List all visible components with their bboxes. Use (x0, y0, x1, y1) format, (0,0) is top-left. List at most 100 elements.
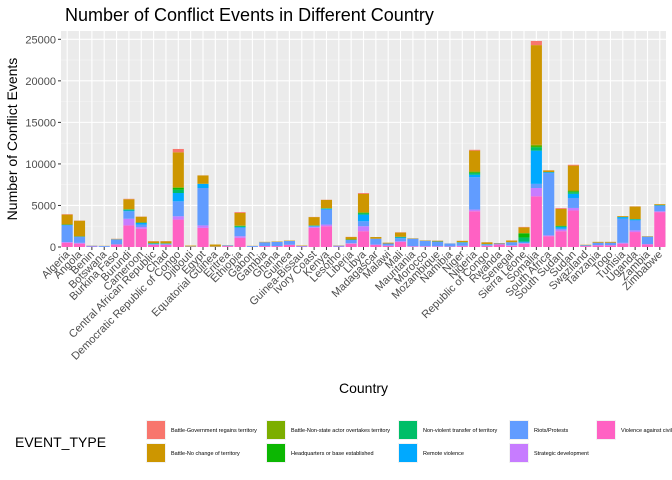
bar-segment (333, 245, 345, 247)
legend-swatch (267, 421, 285, 439)
bar-segment (357, 214, 370, 222)
bar-segment (73, 237, 86, 243)
bar-segment (271, 241, 283, 247)
bar-segment (259, 246, 271, 247)
bar-stack-togo (604, 241, 616, 247)
bar-segment (617, 217, 629, 219)
legend-swatch (399, 444, 417, 462)
bar-segment (469, 173, 481, 175)
bar-segment (172, 148, 184, 153)
bar-segment (382, 242, 394, 244)
bar-stack-kenya (320, 199, 333, 247)
bar-segment (357, 226, 370, 232)
bar-stack-burundi (123, 198, 135, 247)
bar-segment (148, 244, 160, 247)
bar-segment (172, 188, 184, 190)
bar-segment (172, 201, 184, 217)
bar-segment (357, 213, 370, 215)
bar-segment (543, 236, 555, 247)
bar-segment (506, 245, 518, 247)
bar-segment (308, 217, 320, 226)
bar-segment (234, 212, 246, 226)
bar-segment (518, 241, 530, 243)
legend-label: Battle-No change of territory (171, 451, 240, 457)
bar-segment (629, 230, 641, 233)
legend: EVENT_TYPE Battle-Government regains ter… (15, 420, 672, 463)
bar-segment (604, 242, 616, 246)
bar-stack-senegal (506, 240, 518, 247)
bar-segment (469, 209, 481, 212)
bar-segment (111, 244, 123, 247)
bar-stack-algeria (61, 214, 73, 247)
bar-segment (308, 226, 320, 228)
bar-stack-somalia (530, 40, 542, 247)
bar-segment (172, 189, 184, 193)
bar-segment (654, 204, 666, 206)
bar-segment (469, 211, 481, 247)
bar-segment (111, 239, 123, 245)
bar-segment (234, 227, 246, 228)
bar-segment (629, 220, 641, 231)
y-tick-label: 25000 (25, 34, 56, 46)
legend-swatch (147, 444, 165, 462)
bar-stack-chad (160, 241, 172, 247)
bars (61, 40, 666, 247)
bar-segment (172, 219, 184, 247)
bar-segment (543, 235, 555, 237)
bar-segment (641, 244, 654, 247)
y-tick-label: 0 (50, 242, 56, 254)
bar-stack-madagascar (370, 237, 382, 247)
bar-stack-equatorial-guinea (209, 244, 221, 247)
bar-segment (320, 208, 333, 210)
legend-item: Violence against civilians (596, 420, 672, 440)
bar-stack-nigeria (469, 149, 481, 247)
bar-segment (567, 210, 579, 247)
bar-segment (382, 245, 394, 247)
bar-stack-niger (456, 240, 468, 247)
bar-stack-zambia (641, 236, 654, 247)
bar-segment (172, 152, 184, 188)
x-axis-title: Country (339, 380, 388, 396)
bar-segment (481, 245, 493, 247)
bar-stack-liberia (345, 236, 357, 247)
y-axis: 0 5000 10000 15000 20000 25000 (25, 34, 61, 254)
legend-item: Headquarters or base established (266, 443, 374, 463)
legend-label: Headquarters or base established (291, 451, 374, 457)
bar-segment (493, 244, 505, 247)
bar-segment (234, 237, 246, 247)
bar-segment (135, 222, 147, 225)
bar-segment (641, 236, 654, 245)
bar-segment (320, 226, 333, 247)
bar-segment (506, 242, 518, 246)
bar-segment (469, 172, 481, 174)
bar-segment (357, 193, 370, 213)
bar-segment (543, 173, 555, 236)
bar-segment (555, 229, 567, 232)
bar-segment (172, 193, 184, 202)
bar-segment (543, 172, 555, 174)
legend-item: Remote violence (398, 443, 464, 463)
bar-stack-malawi (382, 242, 394, 247)
bar-segment (73, 242, 86, 244)
bar-stack-rwanda (493, 243, 505, 247)
bar-segment (654, 212, 666, 247)
bar-segment (481, 242, 493, 245)
bar-segment (357, 212, 370, 213)
bar-segment (629, 206, 641, 220)
bar-segment (530, 147, 542, 151)
legend-swatch (510, 421, 528, 439)
bar-segment (530, 45, 542, 145)
bar-segment (394, 242, 407, 247)
bar-segment (469, 150, 481, 172)
bar-segment (148, 241, 160, 244)
bar-segment (320, 199, 333, 209)
bar-segment (61, 242, 73, 247)
legend-swatch (399, 421, 417, 439)
bar-segment (61, 214, 73, 225)
bar-segment (543, 170, 555, 173)
bar-segment (283, 241, 295, 245)
bar-segment (580, 245, 592, 247)
bar-segment (308, 227, 320, 247)
bar-segment (123, 225, 135, 247)
